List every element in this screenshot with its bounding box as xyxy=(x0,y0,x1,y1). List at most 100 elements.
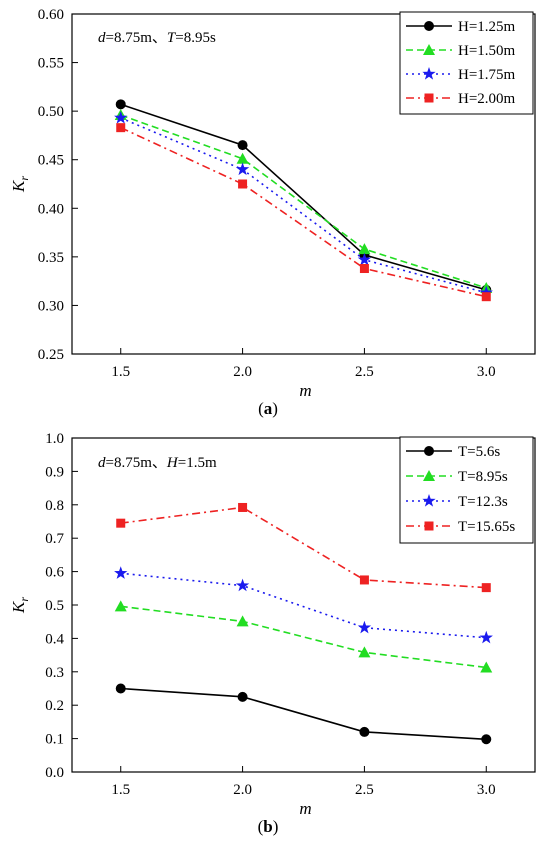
x-tick-label: 2.5 xyxy=(355,782,374,798)
data-point xyxy=(358,646,371,658)
data-point xyxy=(359,726,370,737)
legend-marker xyxy=(424,93,434,103)
data-point xyxy=(237,691,248,702)
y-tick-label: 0.9 xyxy=(45,464,64,480)
legend-marker xyxy=(424,521,434,531)
caption-paren: ) xyxy=(272,399,278,418)
legend-marker xyxy=(423,470,435,481)
y-tick-label: 0.60 xyxy=(38,7,64,23)
y-tick-label: 0.3 xyxy=(45,665,64,681)
data-point xyxy=(236,152,249,164)
x-tick-label: 3.0 xyxy=(477,782,496,798)
data-point xyxy=(114,110,128,124)
y-tick-label: 0.45 xyxy=(38,153,64,169)
series-T=5.6s xyxy=(115,683,492,745)
legend-label: H=1.50m xyxy=(458,43,516,59)
y-axis-label-subscript: r xyxy=(17,176,31,181)
legend-label: H=1.25m xyxy=(458,19,516,35)
data-point xyxy=(235,578,250,592)
annotation-value: =8.75m、 xyxy=(106,30,167,46)
y-tick-label: 0.35 xyxy=(38,250,64,266)
data-point xyxy=(479,285,493,299)
annotation-value: =1.5m xyxy=(178,455,217,471)
annotation-var: d xyxy=(98,455,106,471)
annotation-value: =8.75m、 xyxy=(106,455,167,471)
panel-caption: (b) xyxy=(258,817,279,836)
caption-label: b xyxy=(263,817,272,836)
series-H=1.25m xyxy=(115,99,492,295)
data-point xyxy=(115,99,126,110)
annotation-var: T xyxy=(167,30,177,46)
y-tick-label: 0.1 xyxy=(45,732,64,748)
annotation-var: d xyxy=(98,30,106,46)
data-point xyxy=(238,179,248,189)
series-H=2.00m xyxy=(116,123,491,302)
caption-label: a xyxy=(264,399,273,418)
chart-panel-a: 0.25 0.30 0.35 0.40 0.45 0.50 0.55 0.60 1.5 2.0 2.… xyxy=(9,7,536,418)
legend-marker xyxy=(424,446,434,456)
series-T=12.3s xyxy=(114,566,493,644)
y-tick-label: 0.0 xyxy=(45,765,64,781)
caption-paren: ) xyxy=(273,817,279,836)
legend-box xyxy=(399,436,534,544)
legend-marker xyxy=(422,494,436,507)
legend-marker xyxy=(422,67,436,80)
data-point xyxy=(236,615,249,627)
x-tick-label: 1.5 xyxy=(111,364,130,380)
series-line xyxy=(120,687,487,741)
legend-label: T=8.95s xyxy=(458,469,508,485)
y-tick-label: 0.40 xyxy=(38,201,64,217)
legend-label: T=12.3s xyxy=(458,494,508,510)
annotation-value: =8.95s xyxy=(175,30,216,46)
y-tick-label: 0.5 xyxy=(45,598,64,614)
data-point xyxy=(114,600,127,612)
data-point xyxy=(359,264,369,274)
panel-caption: (a) xyxy=(258,399,278,418)
data-point xyxy=(481,583,491,593)
caption-paren: ( xyxy=(258,817,264,836)
series-line xyxy=(120,117,487,294)
y-axis-label: Kr xyxy=(9,597,31,614)
caption-paren: ( xyxy=(258,399,264,418)
plot-frame xyxy=(71,13,536,355)
series-line xyxy=(120,126,487,298)
annotation-text: d=8.75m、H=1.5m xyxy=(98,455,217,471)
x-tick-label: 2.0 xyxy=(233,782,252,798)
series-line xyxy=(120,114,487,289)
annotation-text: d=8.75m、T=8.95s xyxy=(98,30,216,46)
series-T=15.65s xyxy=(116,502,491,593)
data-point xyxy=(479,630,493,644)
legend-label: T=15.65s xyxy=(458,519,515,535)
y-tick-label: 0.6 xyxy=(45,565,64,581)
x-axis-label: m xyxy=(299,381,311,400)
data-point xyxy=(359,575,369,585)
series-line xyxy=(120,605,487,669)
data-point xyxy=(357,620,372,634)
data-point xyxy=(115,683,126,694)
annotation-var: H xyxy=(166,455,179,471)
legend-label: H=1.75m xyxy=(458,67,516,83)
y-tick-label: 0.30 xyxy=(38,298,64,314)
data-point xyxy=(235,162,250,176)
series-H=1.75m xyxy=(114,110,493,299)
y-tick-label: 0.50 xyxy=(38,104,64,120)
legend: T=5.6s T=8.95s T=12.3s T=15.65s xyxy=(399,436,534,544)
series-line xyxy=(120,572,487,639)
data-point xyxy=(481,292,491,302)
y-tick-label: 1.0 xyxy=(45,431,64,447)
data-point xyxy=(358,243,371,255)
y-tick-label: 0.2 xyxy=(45,698,64,714)
y-tick-label: 0.7 xyxy=(45,531,64,547)
legend-label: H=2.00m xyxy=(458,91,516,107)
series-line xyxy=(120,103,487,291)
series-line xyxy=(120,506,487,589)
chart-panel-b: 0.0 0.1 0.2 0.3 0.4 0.5 0.6 0.7 0.8 0.9 1.0 1.5 2.0 2… xyxy=(9,431,536,836)
data-point xyxy=(114,566,128,579)
y-tick-label: 0.8 xyxy=(45,498,64,514)
y-axis-label-main: K xyxy=(9,600,28,614)
data-point xyxy=(238,502,248,512)
legend-label: T=5.6s xyxy=(458,444,500,460)
legend-marker xyxy=(424,21,434,31)
legend-marker xyxy=(423,44,435,55)
